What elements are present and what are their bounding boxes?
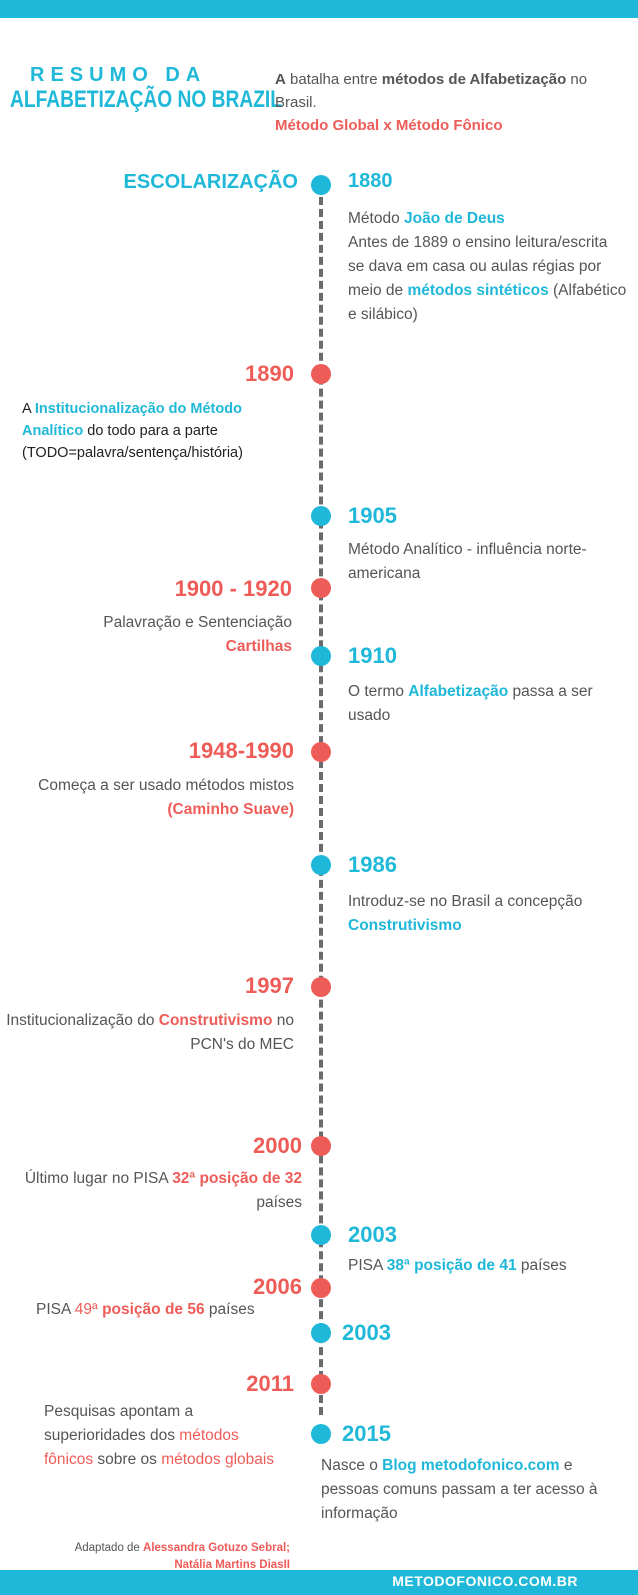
- dot-2003-b: [311, 1323, 331, 1343]
- text-1910: O termo Alfabetização passa a ser usado: [348, 680, 618, 728]
- intro-a: A: [275, 71, 286, 88]
- text-2015-p1: Nasce o: [321, 1457, 383, 1474]
- text-1910-p2: passa a ser usado: [348, 683, 593, 724]
- text-1880-hl1: João de Deus: [404, 210, 505, 227]
- text-2000-p2: países: [256, 1194, 302, 1211]
- text-2011: Pesquisas apontam a superioridades dos m…: [44, 1400, 289, 1472]
- year-1997: 1997: [245, 973, 294, 998]
- year-2011: 2011: [246, 1371, 294, 1396]
- text-2000-hl1: 32ª posição de 32: [172, 1170, 302, 1187]
- year-1948-1990: 1948-1990: [188, 738, 294, 763]
- text-1890-p1: A: [22, 401, 35, 417]
- bottom-bar: [0, 1570, 638, 1595]
- year-1905: 1905: [348, 503, 397, 528]
- text-2015: Nasce o Blog metodofonico.com e pessoas …: [321, 1454, 626, 1526]
- dot-1900-1920: [311, 578, 331, 598]
- text-1948-1990: Começa a ser usado métodos mistos (Camin…: [34, 774, 294, 822]
- text-1880-p1: Método: [348, 210, 405, 227]
- year-2006: 2006: [253, 1274, 302, 1299]
- credit: Adaptado de Alessandra Gotuzo Sebral; Na…: [75, 1540, 290, 1574]
- credit-name-2: Natália Martins DiasII: [174, 1559, 290, 1571]
- year-2003-a: 2003: [348, 1222, 397, 1247]
- dot-1910: [311, 646, 331, 666]
- intro-subtitle: Método Global x Método Fônico: [275, 117, 503, 134]
- dot-1997: [311, 977, 331, 997]
- year-2000: 2000: [253, 1133, 302, 1158]
- text-2003a-p1: PISA: [348, 1257, 387, 1274]
- credit-name-1: Alessandra Gotuzo Sebral;: [143, 1542, 290, 1554]
- intro-text: A batalha entre métodos de Alfabetização…: [275, 68, 625, 137]
- text-1997: Institucionalização do Construtivismo no…: [0, 1009, 294, 1057]
- dot-2011: [311, 1374, 331, 1394]
- text-1900-p1: Palavração e Sentenciação: [103, 614, 292, 631]
- dot-2000: [311, 1136, 331, 1156]
- text-2003-a: PISA 38ª posição de 41 países: [348, 1254, 618, 1278]
- year-1880: 1880: [348, 170, 393, 192]
- text-1880: Método João de Deus Antes de 1889 o ensi…: [348, 207, 628, 327]
- text-1986-p1: Introduz-se no Brasil a concepção: [348, 893, 583, 910]
- credit-prefix: Adaptado de: [74, 1542, 144, 1554]
- year-1900-1920: 1900 - 1920: [174, 576, 292, 601]
- text-1986-hl1: Construtivismo: [348, 917, 462, 934]
- year-1910: 1910: [348, 643, 397, 668]
- year-1890: 1890: [245, 361, 294, 386]
- text-2003a-hl1: 38ª posição de 41: [386, 1257, 517, 1274]
- text-1890: A Institucionalização do Método Analític…: [22, 398, 292, 464]
- intro-part1: batalha entre: [285, 71, 382, 88]
- dot-2006: [311, 1278, 331, 1298]
- text-1900-1920: Palavração e Sentenciação Cartilhas: [72, 611, 292, 659]
- text-2015-hl1: Blog metodofonico.com: [382, 1457, 560, 1474]
- text-2011-p1: Pesquisas apontam a superioridades dos: [44, 1403, 194, 1444]
- text-1890-p2: do todo para a parte (TODO=palavra/sente…: [22, 423, 243, 461]
- text-1997-p2: no PCN's do MEC: [190, 1012, 294, 1053]
- dot-1890: [311, 364, 331, 384]
- dot-1986: [311, 855, 331, 875]
- footer-site[interactable]: METODOFONICO.COM.BR: [392, 1573, 578, 1589]
- text-1910-hl1: Alfabetização: [408, 683, 509, 700]
- text-2006-hl0: 49ª: [74, 1301, 98, 1318]
- text-2000-p1: Último lugar no PISA: [24, 1170, 173, 1187]
- text-1948-p1: Começa a ser usado métodos mistos: [38, 777, 294, 794]
- text-1880-hl2: métodos sintéticos: [407, 282, 549, 299]
- text-2006: PISA 49ª posição de 56 países: [36, 1298, 306, 1322]
- text-2006-hl1: posição de 56: [97, 1301, 205, 1318]
- dot-1948-1990: [311, 742, 331, 762]
- title-line-1: RESUMO DA: [30, 64, 207, 86]
- text-2015-p2: e pessoas comuns passam a ter acesso à i…: [321, 1457, 598, 1522]
- text-1905: Método Analítico - influência norte-amer…: [348, 541, 587, 582]
- text-2011-hl2: métodos globais: [161, 1451, 275, 1468]
- text-1890-hl1: Institucionalização do Método Analítico: [22, 401, 242, 439]
- year-1986: 1986: [348, 852, 397, 877]
- year-2015: 2015: [342, 1421, 391, 1446]
- text-1948-hl1: (Caminho Suave): [167, 801, 294, 818]
- intro-part2: no Brasil.: [275, 71, 588, 111]
- dot-2003-a: [311, 1225, 331, 1245]
- intro-bold: métodos de Alfabetização: [381, 71, 567, 88]
- text-2011-hl1: métodos fônicos: [44, 1427, 239, 1468]
- text-1910-p1: O termo: [348, 683, 409, 700]
- text-2000: Último lugar no PISA 32ª posição de 32 p…: [17, 1167, 302, 1215]
- text-2006-p1: PISA: [36, 1301, 75, 1318]
- text-1997-hl1: Construtivismo: [158, 1012, 273, 1029]
- text-1900-hl1: Cartilhas: [225, 638, 292, 655]
- timeline-line: [319, 185, 323, 1415]
- dot-2015: [311, 1424, 331, 1444]
- top-bar: [0, 0, 638, 18]
- schooling-label: ESCOLARIZAÇÃO: [123, 171, 298, 193]
- text-1880-p2: Antes de 1889 o ensino leitura/escrita s…: [348, 234, 608, 299]
- text-2011-p2: sobre os: [93, 1451, 162, 1468]
- dot-1880: [311, 175, 331, 195]
- text-1986: Introduz-se no Brasil a concepção Constr…: [348, 890, 598, 938]
- text-2003a-p2: países: [516, 1257, 567, 1274]
- dot-1905: [311, 506, 331, 526]
- text-1880-p3: (Alfabético e silábico): [348, 282, 627, 323]
- year-2003-b: 2003: [342, 1320, 391, 1345]
- title-line-2: ALFABETIZAÇÃO NO BRAZIL: [10, 86, 282, 113]
- text-2006-p2: países: [204, 1301, 255, 1318]
- text-1997-p1: Institucionalização do: [6, 1012, 159, 1029]
